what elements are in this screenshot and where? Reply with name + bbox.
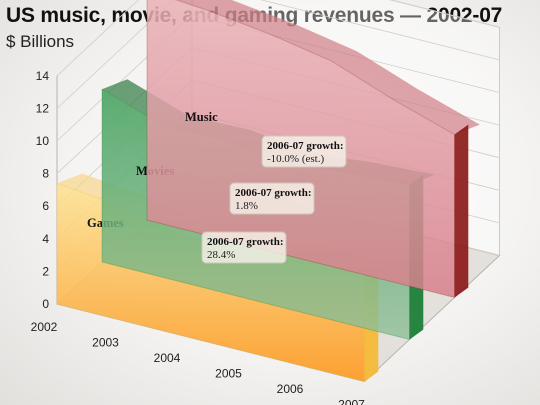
gridline — [56, 0, 500, 77]
callout-value: -10.0% (est.) — [267, 153, 324, 165]
growth-callout-music: 2006-07 growth:-10.0% (est.) — [261, 135, 347, 168]
y-tick-label: 10 — [36, 134, 50, 148]
gridline — [56, 0, 500, 109]
x-tick-label: 2002 — [31, 320, 58, 334]
callout-title: 2006-07 growth: — [207, 236, 283, 248]
callout-box — [201, 231, 287, 264]
y-tick-label: 4 — [42, 232, 49, 246]
y-tick-label: 14 — [36, 69, 50, 83]
y-tick-label: 8 — [42, 167, 49, 181]
y-tick-label: 12 — [36, 101, 50, 115]
annotations-layer: 2006-07 growth:-10.0% (est.)2006-07 grow… — [201, 135, 347, 264]
callout-box — [261, 135, 347, 168]
growth-callout-games: 2006-07 growth:28.4% — [201, 231, 287, 264]
series-top-surface — [176, 0, 480, 135]
callout-title: 2006-07 growth: — [267, 140, 343, 152]
x-tick-label: 2007 — [338, 398, 365, 405]
chart-subtitle: $ Billions — [6, 32, 75, 51]
x-tick-label: 2006 — [277, 382, 304, 396]
x-tick-label: 2004 — [154, 351, 181, 365]
callout-value: 1.8% — [235, 200, 258, 212]
growth-callout-movies: 2006-07 growth:1.8% — [229, 182, 315, 215]
x-tick-label: 2005 — [215, 367, 242, 381]
y-tick-label: 6 — [42, 199, 49, 213]
series-end-face — [454, 124, 469, 298]
y-tick-label: 0 — [42, 297, 49, 311]
y-tick-label: 2 — [42, 264, 49, 278]
callout-title: 2006-07 growth: — [235, 187, 311, 199]
callout-value: 28.4% — [207, 249, 235, 261]
x-tick-label: 2003 — [92, 336, 119, 350]
series-label: Music — [185, 110, 218, 124]
callout-box — [229, 182, 315, 215]
